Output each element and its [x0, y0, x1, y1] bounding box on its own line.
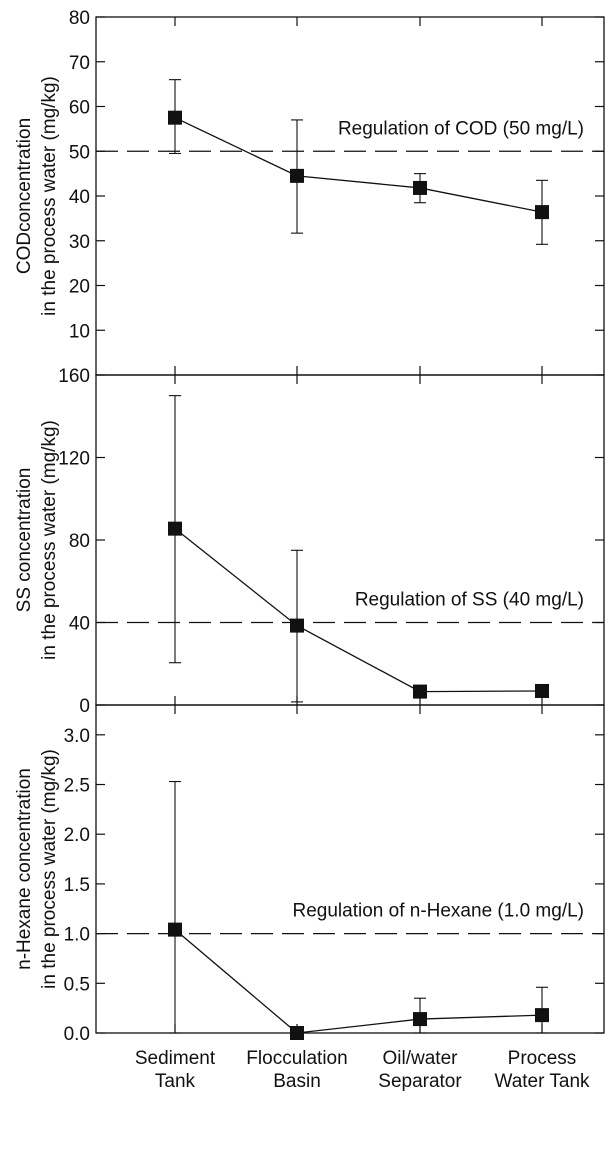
- y-axis-label: CODconcentration: [14, 118, 35, 274]
- panel-frame: [95, 16, 605, 376]
- x-category-label: Sediment: [135, 1048, 216, 1069]
- y-tick-label: 3.0: [64, 726, 90, 747]
- y-tick-label: 0.0: [64, 1024, 90, 1045]
- x-category-label: Flocculation: [246, 1048, 347, 1069]
- y-tick-label: 0: [79, 696, 90, 717]
- data-point: [413, 684, 427, 699]
- y-tick-label: 40: [69, 187, 90, 208]
- y-tick-label: 0.5: [64, 974, 90, 995]
- x-category-label: Separator: [378, 1071, 462, 1092]
- y-tick-label: 80: [69, 8, 90, 29]
- x-category-label: Oil/water: [383, 1048, 459, 1069]
- y-tick-label: 120: [58, 449, 90, 470]
- panel-frame: [95, 374, 605, 706]
- regulation-label: Regulation of n-Hexane (1.0 mg/L): [293, 901, 585, 922]
- y-tick-label: 50: [69, 142, 90, 163]
- y-axis-label: in the process water (mg/kg): [39, 420, 60, 660]
- y-tick-label: 40: [69, 614, 90, 635]
- y-tick-label: 60: [69, 98, 90, 119]
- data-point: [535, 1008, 549, 1023]
- data-point: [535, 683, 549, 698]
- y-tick-label: 1.0: [64, 925, 90, 946]
- y-tick-label: 1.5: [64, 875, 90, 896]
- regulation-label: Regulation of SS (40 mg/L): [355, 590, 584, 611]
- x-category-label: Tank: [155, 1071, 196, 1092]
- y-tick-label: 70: [69, 53, 90, 74]
- y-tick-label: 2.0: [64, 825, 90, 846]
- data-point: [413, 1012, 427, 1027]
- y-tick-label: 80: [69, 531, 90, 552]
- y-axis-label: n-Hexane concentration: [14, 768, 35, 970]
- x-category-label: Process: [508, 1048, 577, 1069]
- y-tick-label: 20: [69, 277, 90, 298]
- y-tick-label: 10: [69, 321, 90, 342]
- regulation-label: Regulation of COD (50 mg/L): [338, 118, 584, 139]
- x-category-label: Water Tank: [494, 1071, 590, 1092]
- data-point: [290, 1026, 304, 1040]
- y-axis-label: in the process water (mg/kg): [39, 749, 60, 989]
- y-axis-label: in the process water (mg/kg): [39, 76, 60, 316]
- y-tick-label: 2.5: [64, 776, 90, 797]
- data-point: [168, 922, 182, 937]
- data-point: [413, 180, 427, 195]
- data-point: [290, 618, 304, 633]
- data-point: [290, 168, 304, 183]
- data-point: [168, 521, 182, 536]
- x-category-label: Basin: [273, 1071, 321, 1092]
- y-tick-label: 160: [58, 366, 90, 387]
- panel-frame: [95, 704, 605, 1034]
- y-tick-label: 30: [69, 232, 90, 253]
- y-axis-label: SS concentration: [14, 468, 35, 613]
- series-line: [174, 929, 543, 1034]
- data-point: [168, 110, 182, 125]
- data-point: [535, 205, 549, 220]
- series-line: [174, 528, 543, 693]
- series-line: [174, 117, 543, 213]
